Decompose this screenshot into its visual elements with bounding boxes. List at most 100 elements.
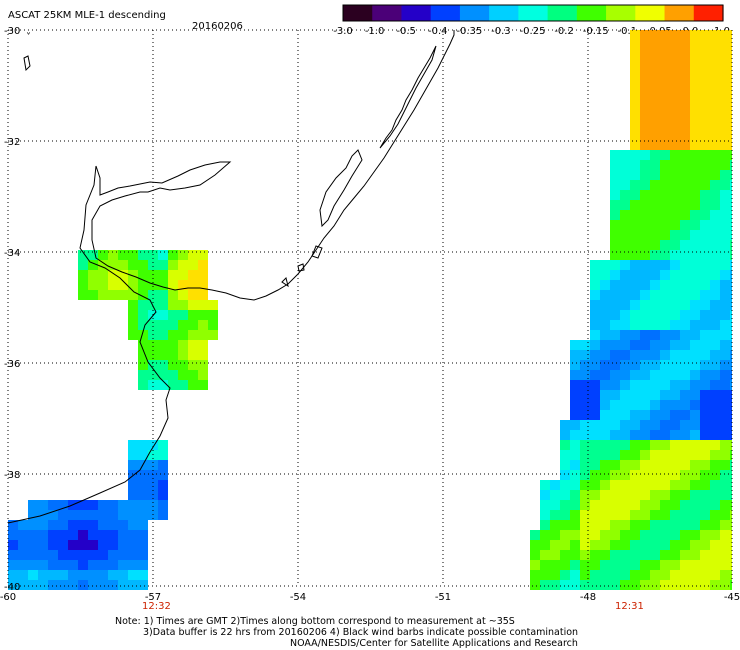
wind-data-cell: [680, 400, 690, 410]
wind-data-cell: [650, 30, 660, 40]
wind-data-cell: [610, 250, 620, 260]
wind-data-cell: [730, 430, 732, 440]
wind-data-cell: [620, 290, 630, 300]
wind-data-cell: [650, 330, 660, 340]
wind-data-cell: [690, 150, 700, 160]
wind-data-cell: [610, 290, 620, 300]
wind-data-cell: [680, 350, 690, 360]
wind-data-cell: [660, 180, 670, 190]
wind-data-cell: [178, 340, 188, 350]
wind-data-cell: [660, 160, 670, 170]
wind-data-cell: [730, 540, 732, 550]
wind-data-cell: [670, 250, 680, 260]
wind-data-cell: [610, 170, 620, 180]
longitude-label: -48: [580, 592, 596, 603]
colorbar-tick-label: -0.3: [491, 26, 511, 37]
wind-data-cell: [78, 500, 88, 510]
wind-data-cell: [670, 70, 680, 80]
wind-data-cell: [730, 60, 732, 70]
wind-data-cell: [168, 340, 178, 350]
wind-data-cell: [198, 340, 208, 350]
wind-data-cell: [178, 280, 188, 290]
wind-data-cell: [138, 300, 148, 310]
wind-data-cell: [680, 240, 690, 250]
wind-data-cell: [720, 150, 730, 160]
longitude-label: -45: [724, 592, 740, 603]
wind-data-cell: [98, 500, 108, 510]
wind-data-cell: [640, 570, 650, 580]
wind-data-cell: [680, 490, 690, 500]
wind-data-cell: [560, 540, 570, 550]
wind-data-cell: [720, 70, 730, 80]
wind-data-cell: [710, 90, 720, 100]
wind-data-cell: [670, 490, 680, 500]
wind-data-cell: [178, 320, 188, 330]
wind-data-cell: [700, 30, 710, 40]
wind-data-cell: [208, 300, 218, 310]
wind-data-cell: [670, 350, 680, 360]
wind-data-cell: [650, 220, 660, 230]
wind-data-cell: [650, 350, 660, 360]
wind-data-cell: [590, 380, 600, 390]
wind-data-cell: [600, 340, 610, 350]
latitude-label: -40: [4, 582, 20, 593]
wind-data-cell: [620, 560, 630, 570]
wind-data-cell: [600, 450, 610, 460]
wind-data-cell: [540, 560, 550, 570]
wind-data-cell: [620, 210, 630, 220]
wind-data-cell: [148, 320, 158, 330]
wind-data-cell: [650, 420, 660, 430]
wind-data-cell: [600, 410, 610, 420]
wind-data-cell: [570, 420, 580, 430]
wind-data-cell: [600, 370, 610, 380]
wind-data-cell: [108, 550, 118, 560]
longitude-label: -60: [0, 592, 16, 603]
wind-data-cell: [560, 440, 570, 450]
wind-data-cell: [680, 560, 690, 570]
wind-data-cell: [78, 270, 88, 280]
wind-data-cell: [78, 280, 88, 290]
wind-data-cell: [660, 580, 670, 590]
wind-data-cell: [710, 500, 720, 510]
wind-data-cell: [700, 520, 710, 530]
wind-data-cell: [660, 50, 670, 60]
wind-data-cell: [570, 480, 580, 490]
graticule: [7, 29, 733, 587]
wind-data-cell: [650, 380, 660, 390]
wind-data-cell: [640, 230, 650, 240]
wind-data-cell: [650, 480, 660, 490]
wind-data-cell: [550, 580, 560, 590]
wind-data-cell: [148, 380, 158, 390]
wind-data-cell: [670, 200, 680, 210]
wind-data-cell: [640, 580, 650, 590]
wind-data-cell: [620, 170, 630, 180]
wind-data-cell: [650, 80, 660, 90]
wind-data-cell: [610, 150, 620, 160]
wind-data-cell: [660, 500, 670, 510]
wind-data-cell: [610, 430, 620, 440]
wind-data-cell: [590, 410, 600, 420]
wind-data-cell: [720, 230, 730, 240]
wind-data-cell: [118, 550, 128, 560]
wind-data-cell: [128, 270, 138, 280]
wind-data-cell: [600, 420, 610, 430]
wind-data-cell: [620, 370, 630, 380]
wind-data-cell: [600, 380, 610, 390]
wind-data-cell: [640, 110, 650, 120]
wind-data-cell: [198, 290, 208, 300]
wind-data-cell: [620, 460, 630, 470]
wind-data-cell: [48, 500, 58, 510]
wind-data-cell: [670, 510, 680, 520]
wind-data-cell: [650, 160, 660, 170]
wind-data-cell: [108, 290, 118, 300]
wind-data-cell: [660, 100, 670, 110]
wind-data-cell: [710, 120, 720, 130]
wind-data-cell: [640, 380, 650, 390]
pass-time-east: 12:31: [615, 601, 644, 612]
wind-data-cell: [670, 130, 680, 140]
wind-data-cell: [660, 260, 670, 270]
wind-data-cell: [730, 80, 732, 90]
wind-data-cell: [660, 480, 670, 490]
wind-data-cell: [138, 540, 148, 550]
wind-data-cell: [680, 380, 690, 390]
